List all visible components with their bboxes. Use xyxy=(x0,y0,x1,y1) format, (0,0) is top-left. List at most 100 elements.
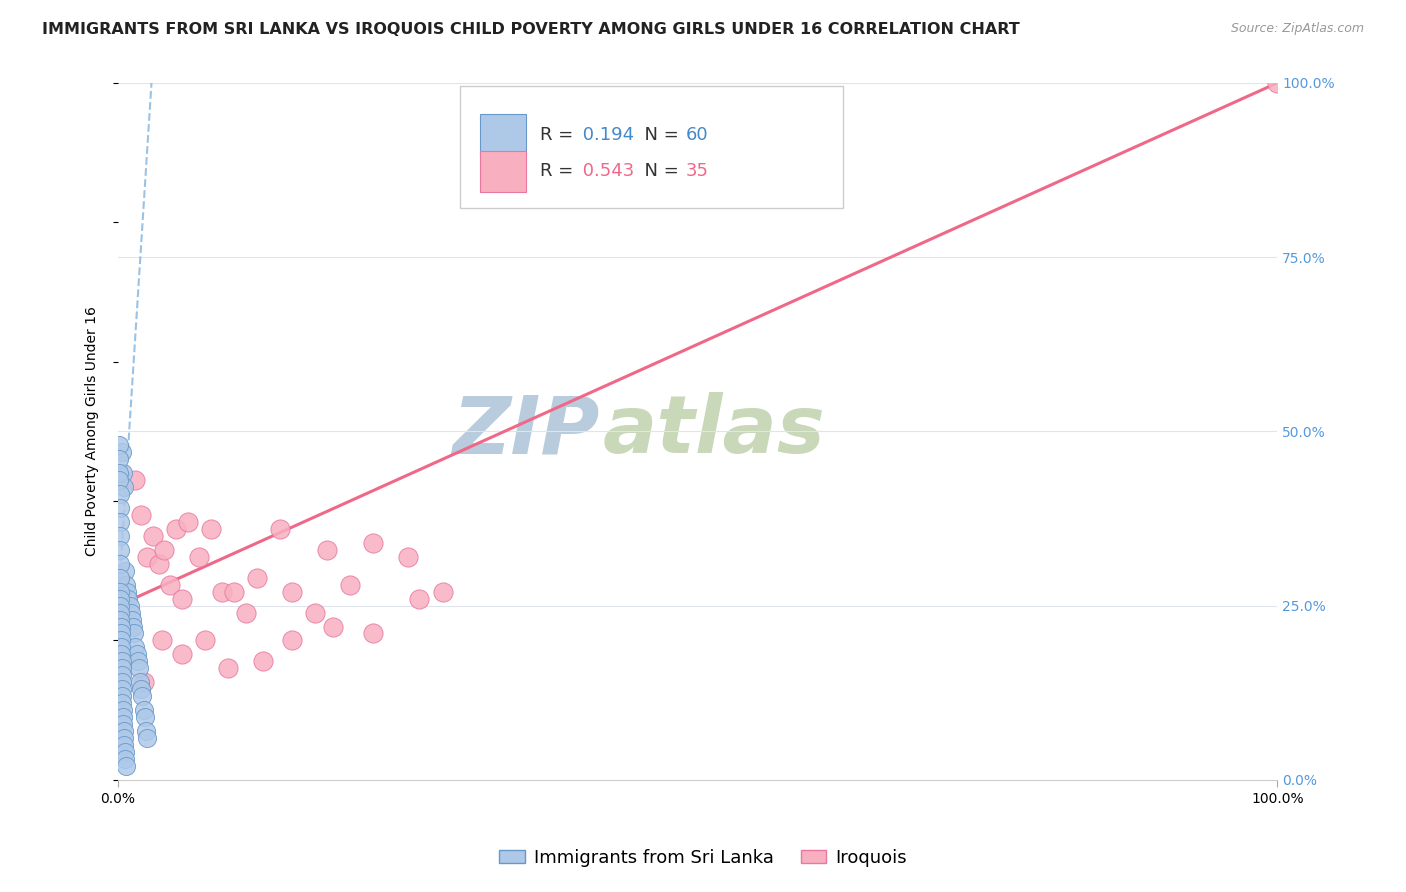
Point xyxy=(110,668,132,682)
Text: 60: 60 xyxy=(686,126,709,145)
Point xyxy=(112,738,135,752)
Point xyxy=(111,675,134,690)
Point xyxy=(115,759,138,773)
Point xyxy=(269,522,291,536)
Point xyxy=(108,542,131,557)
Point xyxy=(211,584,233,599)
Point xyxy=(111,703,134,717)
Point xyxy=(132,703,155,717)
Point xyxy=(129,682,152,697)
Legend: Immigrants from Sri Lanka, Iroquois: Immigrants from Sri Lanka, Iroquois xyxy=(492,842,914,874)
Point xyxy=(188,549,211,564)
Point xyxy=(115,577,138,591)
Point xyxy=(321,619,343,633)
Point xyxy=(281,633,304,648)
Point xyxy=(110,654,132,668)
Point xyxy=(132,675,155,690)
Point xyxy=(235,606,257,620)
Text: 0.194: 0.194 xyxy=(576,126,634,145)
Point xyxy=(194,633,217,648)
Point xyxy=(110,640,132,655)
FancyBboxPatch shape xyxy=(479,114,526,156)
Point xyxy=(108,452,131,467)
Point xyxy=(142,529,165,543)
Point xyxy=(114,564,136,578)
Point xyxy=(129,508,152,522)
Text: ZIP: ZIP xyxy=(451,392,599,470)
Point xyxy=(127,654,149,668)
Point xyxy=(150,633,173,648)
Text: N =: N = xyxy=(633,126,685,145)
Point xyxy=(110,571,132,585)
Point xyxy=(111,682,134,697)
Point xyxy=(108,438,131,452)
Point xyxy=(128,661,150,675)
Point xyxy=(111,696,134,710)
Point xyxy=(117,584,139,599)
Point xyxy=(134,710,156,724)
Point xyxy=(315,542,337,557)
Point xyxy=(110,584,132,599)
Point xyxy=(114,745,136,759)
FancyBboxPatch shape xyxy=(460,87,842,209)
Point xyxy=(111,717,134,731)
Point xyxy=(121,613,143,627)
Point xyxy=(1265,76,1288,90)
Point xyxy=(112,731,135,745)
Point xyxy=(304,606,326,620)
Point xyxy=(110,445,132,459)
Point xyxy=(112,480,135,494)
Point xyxy=(111,710,134,724)
Point xyxy=(148,557,170,571)
Point xyxy=(159,577,181,591)
Point xyxy=(432,584,454,599)
FancyBboxPatch shape xyxy=(479,151,526,193)
Point xyxy=(110,591,132,606)
Point xyxy=(136,549,159,564)
Point xyxy=(122,619,145,633)
Point xyxy=(108,466,131,480)
Point xyxy=(108,487,131,501)
Point xyxy=(110,606,132,620)
Point xyxy=(118,599,141,613)
Point xyxy=(110,648,132,662)
Point xyxy=(136,731,159,745)
Point xyxy=(125,648,148,662)
Point xyxy=(108,529,131,543)
Point xyxy=(396,549,419,564)
Text: 35: 35 xyxy=(686,162,709,180)
Point xyxy=(217,661,239,675)
Point xyxy=(110,661,132,675)
Point xyxy=(108,515,131,529)
Point xyxy=(252,654,274,668)
Point xyxy=(124,640,146,655)
Text: Source: ZipAtlas.com: Source: ZipAtlas.com xyxy=(1230,22,1364,36)
Point xyxy=(222,584,245,599)
Point xyxy=(246,571,269,585)
Point xyxy=(165,522,187,536)
Y-axis label: Child Poverty Among Girls Under 16: Child Poverty Among Girls Under 16 xyxy=(86,307,100,557)
Point xyxy=(200,522,222,536)
Point xyxy=(110,613,132,627)
Point xyxy=(129,675,152,690)
Point xyxy=(110,619,132,633)
Point xyxy=(170,591,193,606)
Point xyxy=(135,724,157,739)
Point xyxy=(108,501,131,516)
Point xyxy=(110,626,132,640)
Point xyxy=(110,599,132,613)
Text: 0.543: 0.543 xyxy=(576,162,634,180)
Point xyxy=(131,690,153,704)
Point xyxy=(176,515,198,529)
Point xyxy=(124,626,146,640)
Text: R =: R = xyxy=(540,126,579,145)
Point xyxy=(114,752,136,766)
Point xyxy=(112,724,135,739)
Point xyxy=(339,577,361,591)
Text: atlas: atlas xyxy=(603,392,825,470)
Point xyxy=(120,606,142,620)
Point xyxy=(361,536,384,550)
Point xyxy=(153,542,176,557)
Point xyxy=(361,626,384,640)
Point xyxy=(117,591,139,606)
